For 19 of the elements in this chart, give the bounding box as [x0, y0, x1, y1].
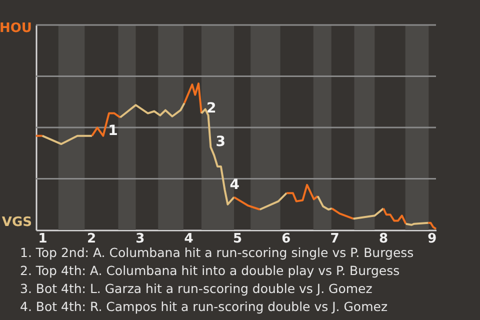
x-tick-label: 9	[428, 232, 437, 246]
annotation: 2	[206, 100, 216, 116]
annotation: 4	[230, 177, 240, 194]
x-tick-label: 6	[282, 232, 291, 246]
text: HOU	[0, 21, 32, 36]
text: 3. Bot 4th: L. Garza hit a run-scoring double vs J. Gomez	[20, 281, 373, 296]
text: 2. Top 4th: A. Columbana hit into a double play vs P. Burgess	[20, 263, 400, 278]
text: VGS	[2, 215, 32, 230]
x-tick-label: 8	[378, 232, 388, 246]
annotation: 3	[216, 134, 226, 150]
x-tick-label: 7	[330, 232, 340, 246]
x-tick-label: 1	[38, 232, 48, 246]
text: 4. Bot 4th: R. Campos hit a run-scoring double vs J. Gomez	[20, 299, 388, 314]
x-tick-label: 2	[86, 232, 96, 246]
x-tick-label: 5	[232, 232, 242, 246]
text: 1. Top 2nd: A. Columbana hit a run-scoring single vs P. Burgess	[20, 245, 414, 260]
x-tick-label: 3	[136, 232, 145, 246]
annotation: 1	[108, 122, 118, 139]
x-tick-label: 4	[184, 232, 194, 246]
